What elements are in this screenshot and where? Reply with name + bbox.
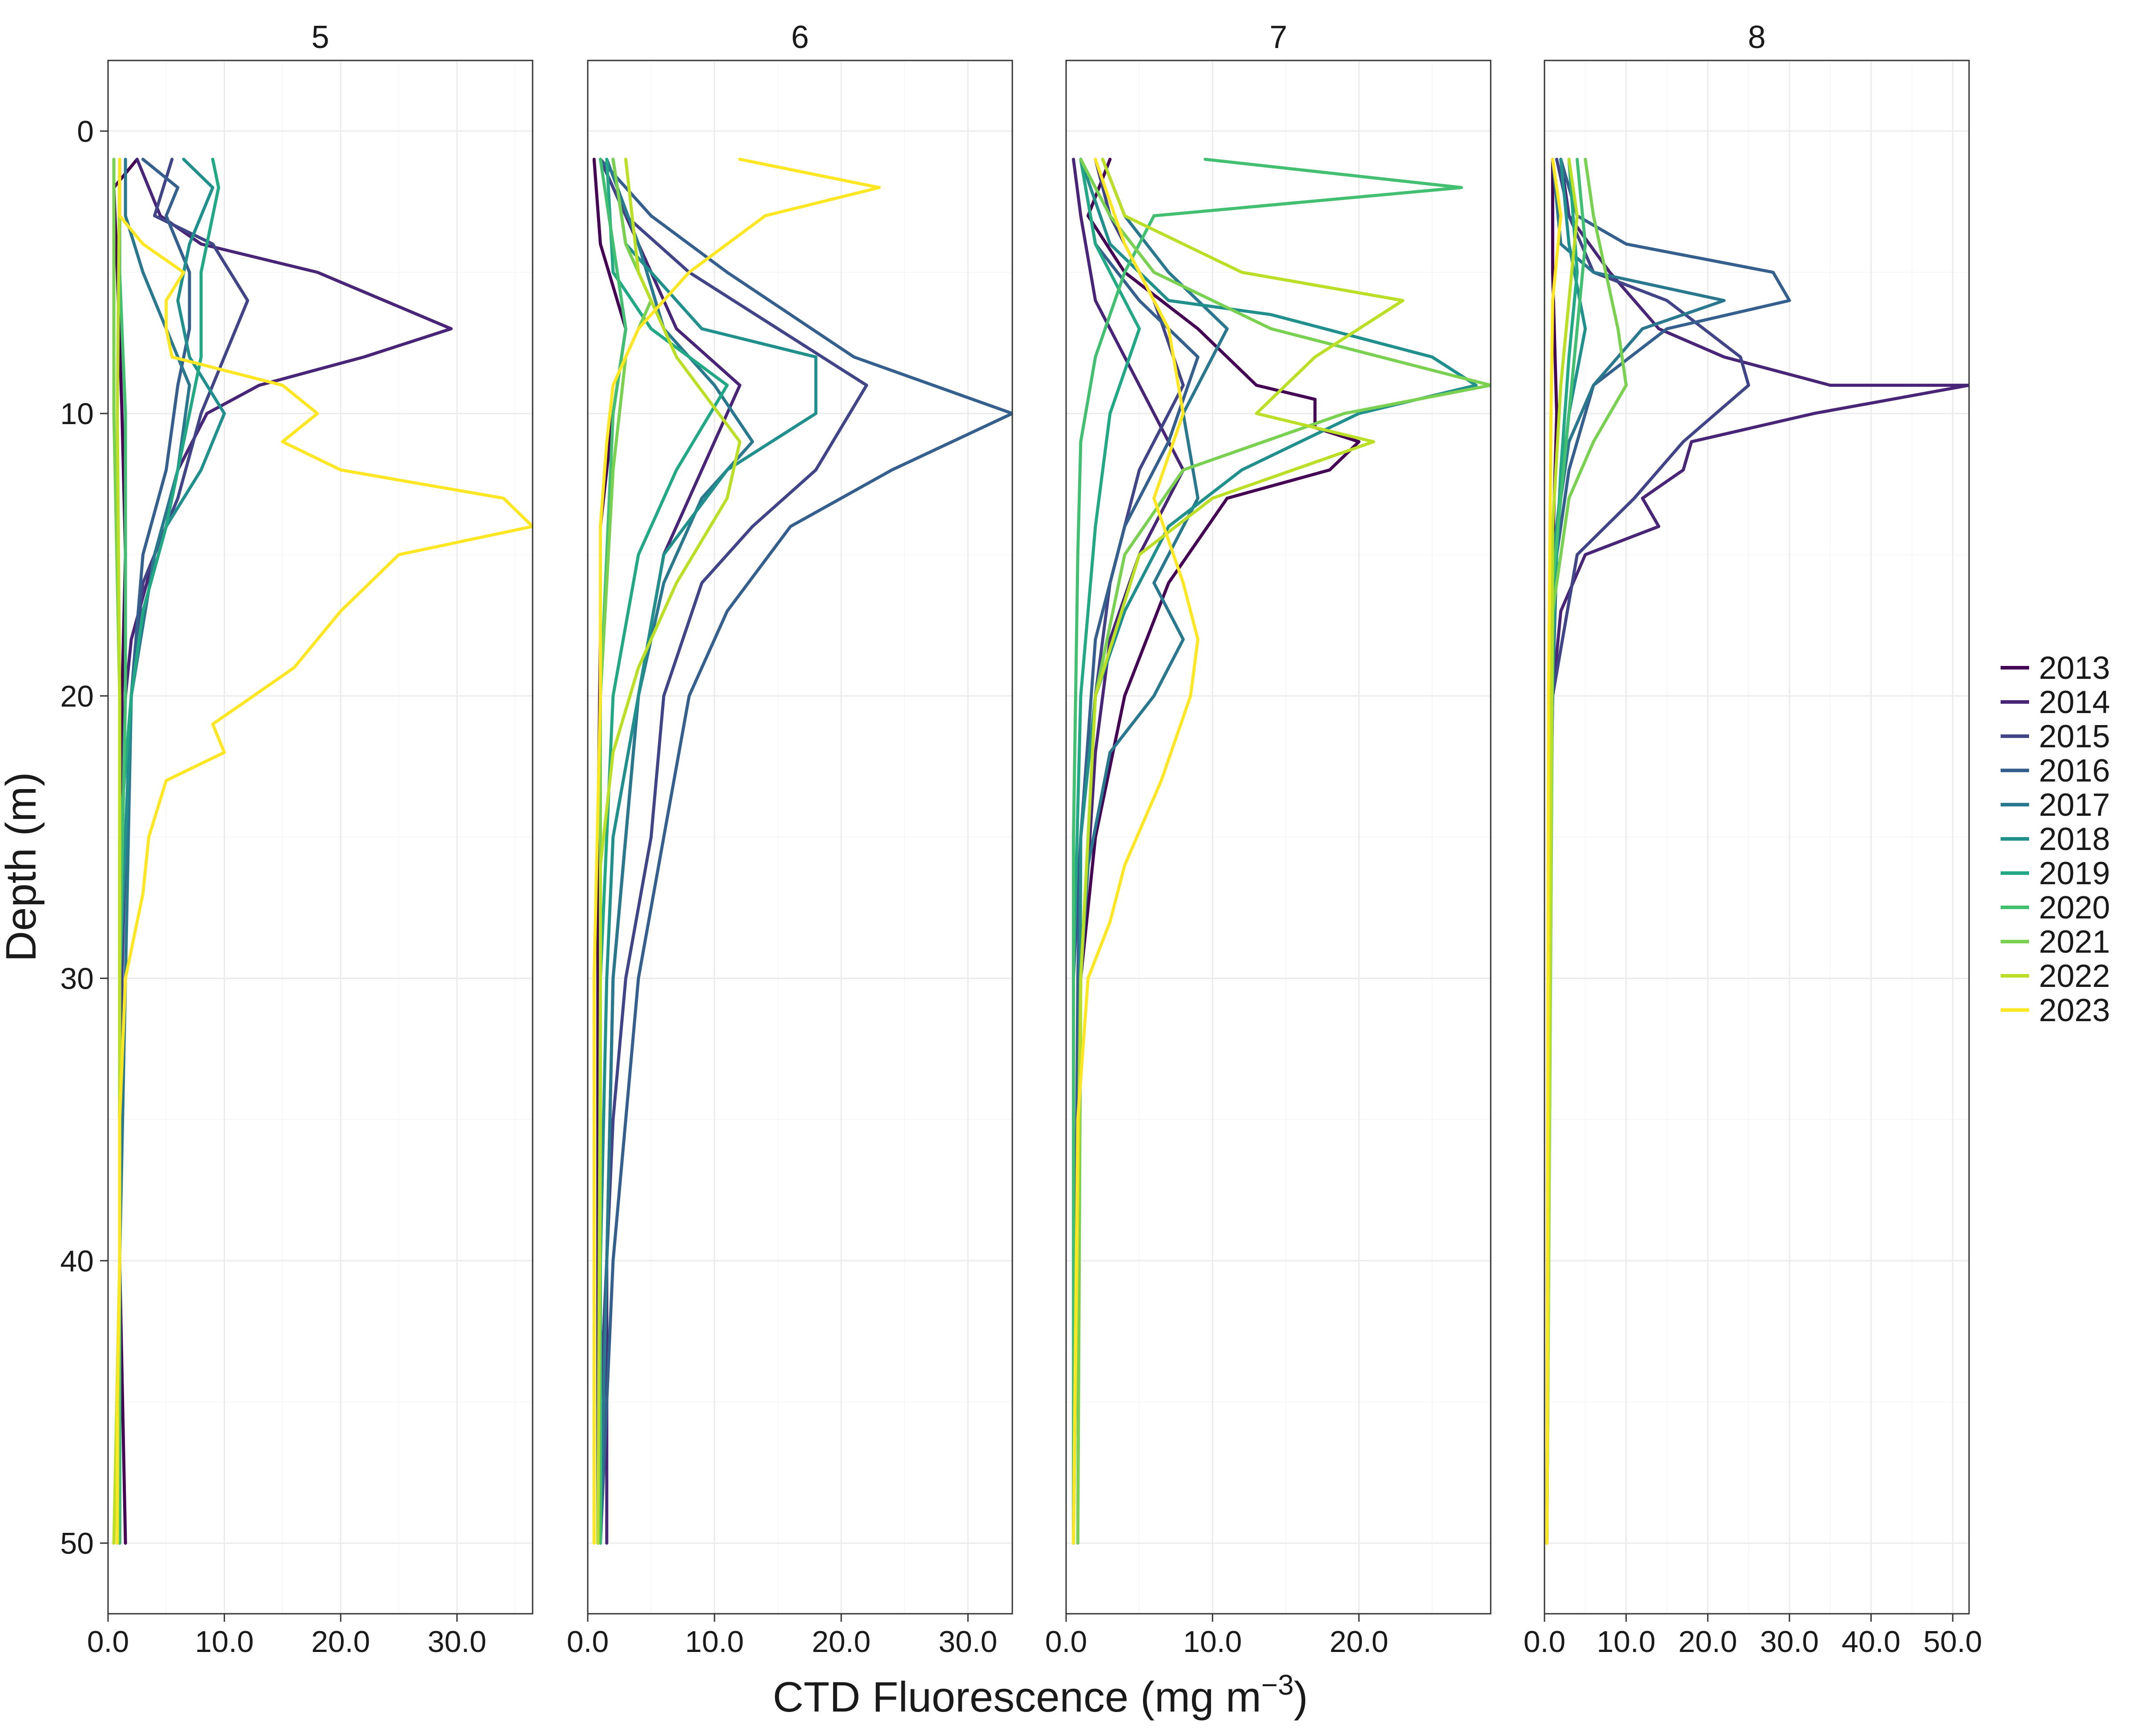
- legend-label: 2015: [2039, 719, 2110, 754]
- x-tick-label: 30.0: [1760, 1625, 1819, 1659]
- panel-title: 5: [311, 20, 329, 55]
- panel-title: 6: [791, 20, 809, 55]
- panel-7: 7 0.0 10.0 20.0: [1045, 20, 1492, 1659]
- y-tick-label: 30: [60, 962, 94, 996]
- y-tick-label: 0: [77, 115, 94, 148]
- legend-label: 2021: [2039, 924, 2110, 960]
- panel-border: [587, 60, 1013, 1615]
- x-axis-title-close: ): [1294, 1673, 1308, 1721]
- series-line-2021: [1545, 157, 1628, 1545]
- panel-title: 8: [1748, 20, 1765, 55]
- legend-item-2017: 2017: [2001, 787, 2110, 823]
- panel-5: 5 0.0 10.0 20.0 30.0 0 10 20 30 40 50: [60, 20, 534, 1659]
- series-line-2015: [599, 157, 868, 1545]
- panel-title: 7: [1269, 20, 1287, 55]
- series-lines: [1072, 157, 1491, 1545]
- series-line-2023: [1545, 157, 1563, 1545]
- x-axis-title-superscript: −3: [1261, 1669, 1294, 1701]
- legend-item-2014: 2014: [2001, 685, 2110, 720]
- series-line-2023: [1072, 157, 1199, 1545]
- legend-label: 2019: [2039, 856, 2110, 891]
- legend-label: 2017: [2039, 787, 2110, 823]
- x-axis-title-main: CTD Fluorescence (mg m: [773, 1673, 1261, 1721]
- legend-label: 2020: [2039, 890, 2110, 926]
- legend-label: 2016: [2039, 753, 2110, 789]
- x-tick-label: 30.0: [428, 1625, 486, 1659]
- series-line-2023: [592, 157, 881, 1545]
- legend-item-2013: 2013: [2001, 650, 2110, 686]
- x-tick-label: 10.0: [195, 1625, 253, 1659]
- series-line-2023: [116, 157, 533, 1545]
- series-line-2022: [1545, 157, 1579, 1545]
- legend-item-2020: 2020: [2001, 890, 2110, 926]
- panel-border: [107, 60, 534, 1615]
- legend-item-2019: 2019: [2001, 856, 2110, 891]
- x-tick-label: 40.0: [1841, 1625, 1900, 1659]
- legend-item-2016: 2016: [2001, 753, 2110, 789]
- x-tick-label: 50.0: [1923, 1625, 1982, 1659]
- x-tick-label: 10.0: [1596, 1625, 1655, 1659]
- series-lines: [592, 157, 1012, 1545]
- series-line-2020: [1072, 157, 1463, 1545]
- series-line-2022: [1072, 157, 1404, 1545]
- x-tick-label: 0.0: [1045, 1625, 1087, 1659]
- panel-border: [1544, 60, 1970, 1615]
- x-tick-label: 20.0: [1678, 1625, 1737, 1659]
- series-line-2017: [599, 157, 754, 1545]
- legend-label: 2018: [2039, 822, 2110, 857]
- x-axis-title: CTD Fluorescence (mg m−3): [773, 1669, 1308, 1721]
- series-line-2016: [599, 157, 1012, 1545]
- legend-item-2021: 2021: [2001, 924, 2110, 960]
- series-line-2013: [1072, 157, 1361, 1545]
- y-tick-label: 40: [60, 1244, 94, 1278]
- series-line-2014: [1545, 157, 1969, 1545]
- y-tick-label: 50: [60, 1527, 94, 1560]
- x-tick-label: 10.0: [685, 1625, 744, 1659]
- legend-item-2015: 2015: [2001, 719, 2110, 754]
- panel-8: 8 0.0 10.0 20.0 30.0 40.0 50.0: [1524, 20, 1982, 1659]
- series-lines: [112, 157, 533, 1545]
- x-tick-label: 0.0: [87, 1625, 129, 1659]
- x-tick-label: 0.0: [1524, 1625, 1566, 1659]
- legend-label: 2022: [2039, 958, 2110, 994]
- x-tick-label: 10.0: [1183, 1625, 1242, 1659]
- x-tick-label: 20.0: [311, 1625, 370, 1659]
- legend-item-2022: 2022: [2001, 958, 2110, 994]
- y-axis-title: Depth (m): [0, 772, 45, 962]
- x-tick-label: 0.0: [567, 1625, 609, 1659]
- legend-label: 2014: [2039, 685, 2110, 720]
- legend-label: 2023: [2039, 993, 2110, 1028]
- x-tick-label: 20.0: [812, 1625, 870, 1659]
- panel-border: [1065, 60, 1492, 1615]
- legend-item-2018: 2018: [2001, 822, 2110, 857]
- legend: 2013201420152016201720182019202020212022…: [2001, 650, 2110, 1028]
- series-line-2022: [596, 157, 742, 1545]
- y-tick-label: 20: [60, 679, 94, 713]
- legend-label: 2013: [2039, 650, 2110, 686]
- series-lines: [1545, 157, 1969, 1545]
- series-line-2015: [118, 157, 249, 1545]
- series-line-2018: [599, 157, 818, 1545]
- y-tick-label: 10: [60, 397, 94, 431]
- legend-item-2023: 2023: [2001, 993, 2110, 1028]
- x-tick-label: 30.0: [939, 1625, 997, 1659]
- panel-6: 6 0.0 10.0 20.0 30.0: [567, 20, 1013, 1659]
- x-tick-label: 20.0: [1329, 1625, 1388, 1659]
